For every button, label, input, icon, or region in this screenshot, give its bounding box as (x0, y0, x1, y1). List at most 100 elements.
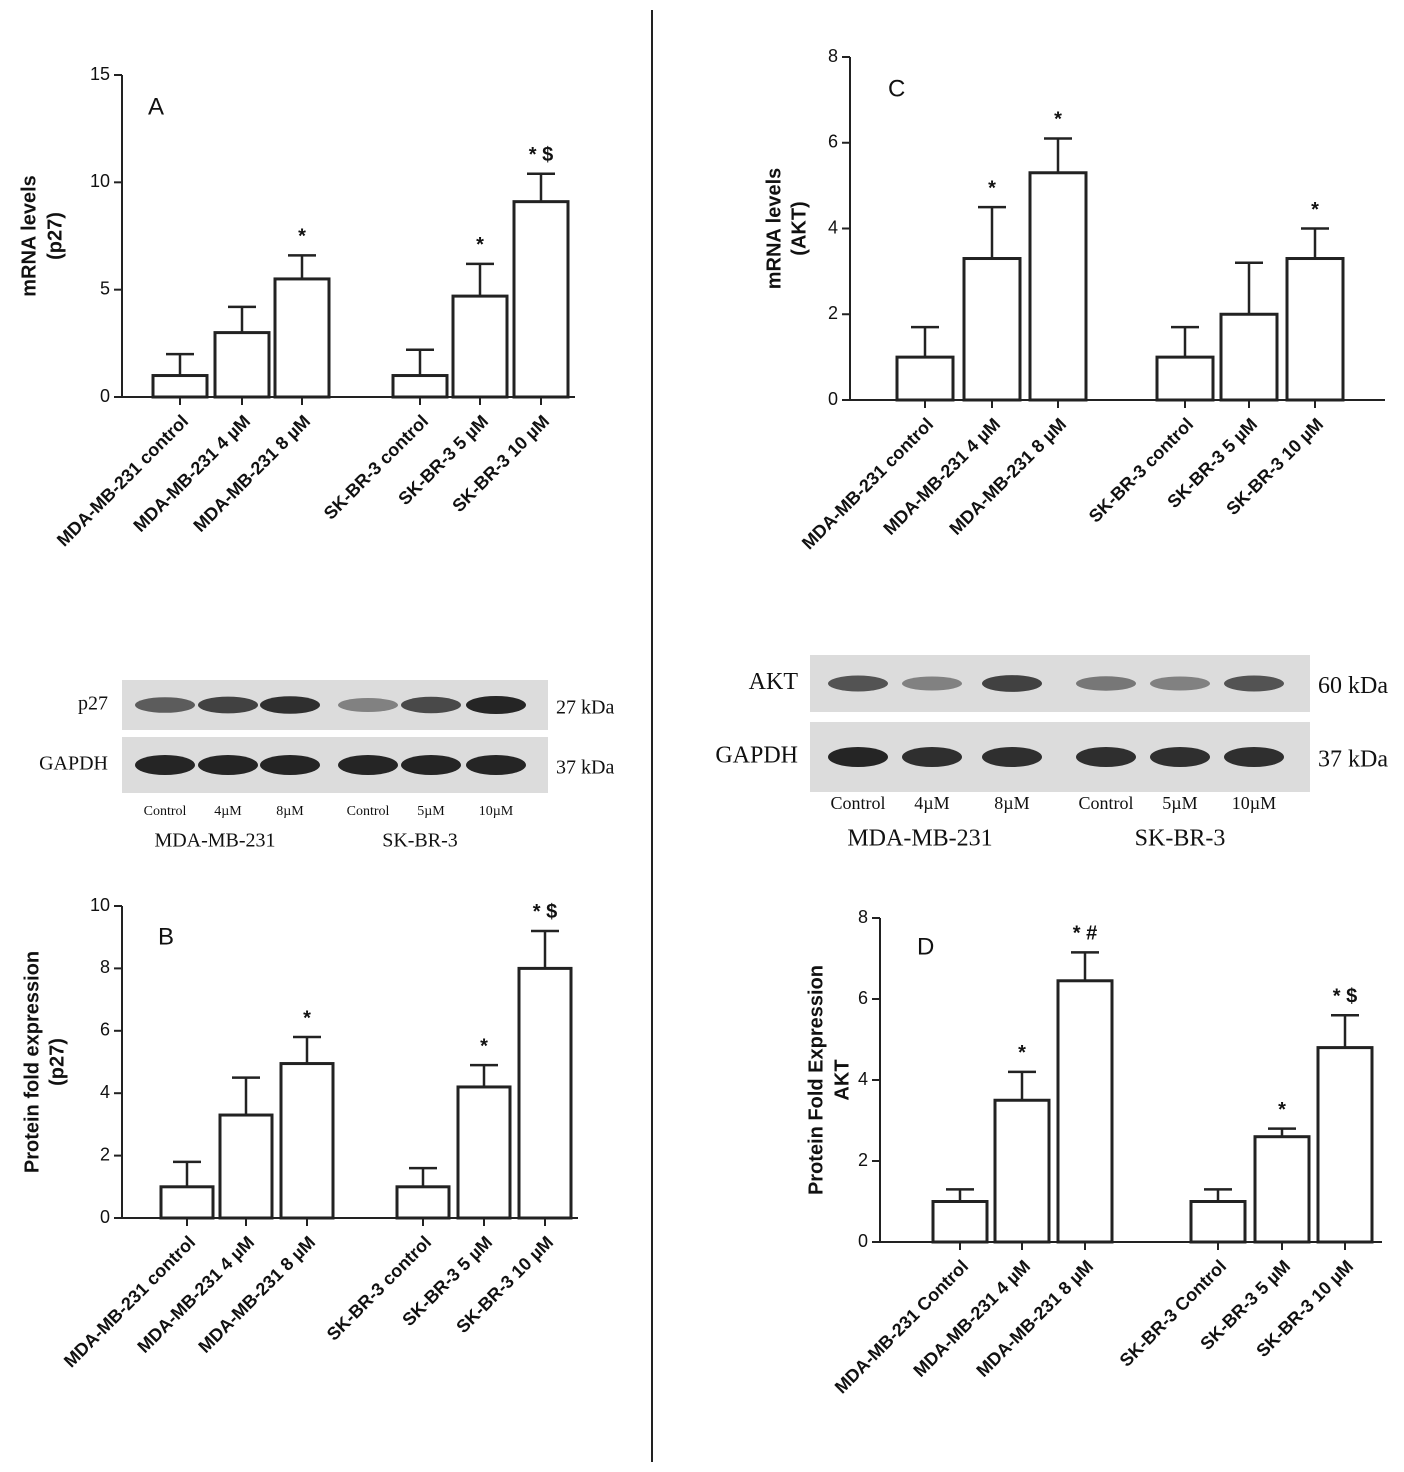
bar (273, 277, 331, 399)
y-tick-label: 6 (828, 132, 838, 152)
y-axis-label: Protein fold expression (21, 951, 43, 1173)
bar (1189, 1200, 1247, 1244)
x-tick-label: MDA-MB-231 8 µM (945, 414, 1070, 539)
bar (1219, 312, 1279, 402)
panel-letter: A (148, 93, 164, 120)
annotation: * $ (1333, 985, 1357, 1007)
blot-band (198, 755, 258, 775)
lane-label: 4µM (914, 793, 949, 813)
group-label: SK-BR-3 (1135, 826, 1226, 852)
lane-label: 8µM (994, 793, 1029, 813)
blot-band (1224, 675, 1284, 692)
blot-band (260, 755, 320, 775)
blot-protein: GAPDH (715, 743, 798, 769)
panel-letter: D (917, 933, 934, 960)
annotation: * (303, 1007, 311, 1029)
y-axis-label: AKT (831, 1059, 853, 1100)
blot-band (982, 747, 1042, 767)
bar (1285, 257, 1345, 402)
bar (1056, 979, 1114, 1244)
bar (213, 331, 271, 399)
x-tick-label: MDA-MB-231 4 µM (129, 411, 254, 536)
x-tick-label: SK-BR-3 control (323, 1232, 435, 1344)
annotation: * # (1073, 923, 1097, 945)
x-tick-label: MDA-MB-231 8 µM (189, 411, 314, 536)
blot-size: 37 kDa (1318, 747, 1388, 773)
y-tick-label: 8 (100, 957, 110, 977)
bar (218, 1113, 274, 1220)
lane-label: 5µM (1162, 793, 1197, 813)
lane-label: Control (347, 804, 390, 819)
y-tick-label: 2 (828, 303, 838, 323)
annotation: * (1311, 199, 1319, 221)
y-axis-label: (p27) (46, 1038, 68, 1086)
blot-band (401, 755, 461, 775)
y-tick-label: 0 (858, 1231, 868, 1251)
lane-label: 10µM (479, 804, 514, 819)
blot-band (982, 675, 1042, 692)
bar (151, 374, 209, 399)
annotation: * (480, 1035, 488, 1057)
annotation: * $ (529, 144, 553, 166)
blot-band (260, 696, 320, 714)
bar (456, 1085, 512, 1220)
blot-size: 27 kDa (556, 697, 614, 719)
x-tick-label: SK-BR-3 control (320, 411, 432, 523)
y-tick-label: 2 (858, 1150, 868, 1170)
blot-band (902, 676, 962, 691)
y-tick-label: 2 (100, 1144, 110, 1164)
y-axis-label: (AKT) (788, 201, 810, 255)
bar (931, 1200, 989, 1244)
blot-band (1150, 676, 1210, 691)
bar (395, 1185, 451, 1220)
bar (993, 1098, 1051, 1244)
x-tick-label: SK-BR-3 Control (1116, 1256, 1231, 1371)
annotation: * (1018, 1042, 1026, 1064)
group-label: MDA-MB-231 (847, 826, 992, 852)
x-tick-label: SK-BR-3 control (1085, 414, 1197, 526)
blot-size: 37 kDa (556, 757, 614, 779)
y-tick-label: 10 (90, 171, 110, 191)
y-tick-label: 4 (828, 217, 838, 237)
blot-band (1076, 676, 1136, 691)
annotation: * (476, 234, 484, 256)
annotation: * (1278, 1099, 1286, 1121)
x-tick-label: MDA-MB-231 control (798, 414, 937, 553)
blot-band (198, 696, 258, 714)
lane-label: 8µM (276, 804, 304, 819)
y-tick-label: 6 (100, 1020, 110, 1040)
panel-letter: B (158, 923, 174, 950)
blot-band (828, 747, 888, 767)
bar (159, 1185, 215, 1220)
lane-label: Control (830, 793, 885, 813)
y-axis-label: mRNA levels (763, 168, 785, 290)
y-axis-label: (p27) (44, 212, 66, 260)
group-label: MDA-MB-231 (154, 830, 275, 852)
blot-band (338, 755, 398, 775)
blot-size: 60 kDa (1318, 673, 1388, 699)
annotation: * (988, 177, 996, 199)
bar (1253, 1135, 1311, 1244)
blot-band (466, 755, 526, 775)
y-tick-label: 0 (100, 1207, 110, 1227)
y-tick-label: 8 (828, 46, 838, 66)
y-tick-label: 8 (858, 907, 868, 927)
lane-label: 4µM (214, 804, 242, 819)
bar (1028, 171, 1088, 402)
blot-band (401, 696, 461, 714)
blot-band (466, 696, 526, 714)
blot-protein: GAPDH (39, 753, 108, 775)
bar (512, 200, 570, 399)
bar (1155, 355, 1215, 402)
y-tick-label: 4 (858, 1069, 868, 1089)
blot-band (1224, 747, 1284, 767)
bar (517, 966, 573, 1220)
lane-label: Control (1078, 793, 1133, 813)
y-tick-label: 5 (100, 278, 110, 298)
annotation: * (1054, 109, 1062, 131)
lane-label: Control (144, 804, 187, 819)
lane-label: 5µM (417, 804, 445, 819)
y-axis-label: mRNA levels (18, 175, 40, 297)
group-label: SK-BR-3 (382, 830, 458, 852)
